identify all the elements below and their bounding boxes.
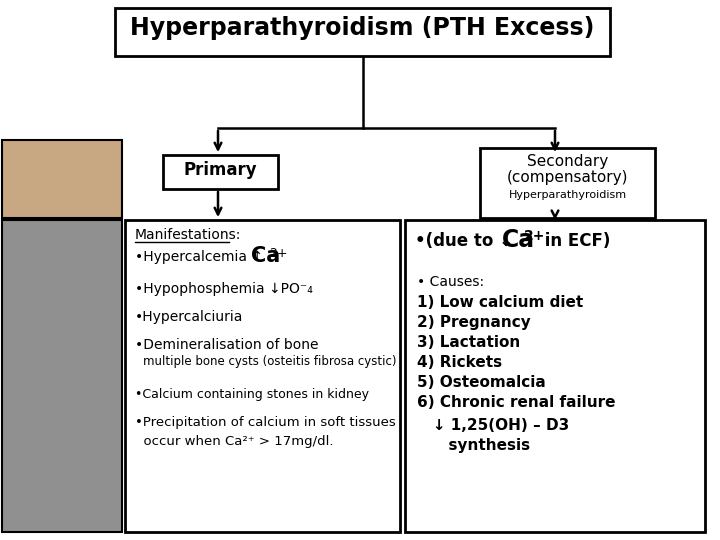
Bar: [163, 155, 278, 189]
Text: •Precipitation of calcium in soft tissues: •Precipitation of calcium in soft tissue…: [135, 416, 396, 429]
Text: •Hypophosphemia ↓PO⁻₄: •Hypophosphemia ↓PO⁻₄: [135, 282, 313, 296]
Text: •(due to ↓: •(due to ↓: [415, 232, 518, 250]
Text: Ca: Ca: [251, 246, 280, 266]
Text: 2) Pregnancy: 2) Pregnancy: [417, 315, 531, 330]
Text: 5) Osteomalcia: 5) Osteomalcia: [417, 375, 546, 390]
Bar: [480, 148, 655, 218]
Text: 1) Low calcium diet: 1) Low calcium diet: [417, 295, 583, 310]
Text: 4) Rickets: 4) Rickets: [417, 355, 502, 370]
Text: 2+: 2+: [524, 229, 545, 243]
Text: Ca: Ca: [502, 228, 535, 252]
Text: (compensatory): (compensatory): [507, 170, 629, 185]
Bar: [405, 220, 705, 532]
Text: Manifestations:: Manifestations:: [135, 228, 241, 242]
Bar: [2, 140, 122, 218]
Text: •Demineralisation of bone: •Demineralisation of bone: [135, 338, 318, 352]
Text: 3) Lactation: 3) Lactation: [417, 335, 521, 350]
Bar: [2, 220, 122, 532]
Text: ↓ 1,25(OH) – D3: ↓ 1,25(OH) – D3: [417, 418, 570, 433]
Text: multiple bone cysts (osteitis fibrosa cystic): multiple bone cysts (osteitis fibrosa cy…: [143, 355, 397, 368]
Text: 6) Chronic renal failure: 6) Chronic renal failure: [417, 395, 616, 410]
Text: Secondary: Secondary: [527, 154, 608, 169]
Text: 2+: 2+: [269, 247, 287, 260]
Text: Primary: Primary: [184, 161, 257, 179]
Text: •Hypercalciuria: •Hypercalciuria: [135, 310, 243, 324]
Text: Hyperparathyroidism: Hyperparathyroidism: [508, 190, 626, 200]
Text: •Hypercalcemia ↑: •Hypercalcemia ↑: [135, 250, 267, 264]
Text: occur when Ca²⁺ > 17mg/dl.: occur when Ca²⁺ > 17mg/dl.: [135, 435, 333, 448]
Text: • Causes:: • Causes:: [417, 275, 484, 289]
Text: •Calcium containing stones in kidney: •Calcium containing stones in kidney: [135, 388, 369, 401]
Text: in ECF): in ECF): [539, 232, 611, 250]
Bar: [115, 8, 610, 56]
Text: Hyperparathyroidism (PTH Excess): Hyperparathyroidism (PTH Excess): [130, 16, 595, 40]
Bar: [125, 220, 400, 532]
Text: synthesis: synthesis: [417, 438, 530, 453]
